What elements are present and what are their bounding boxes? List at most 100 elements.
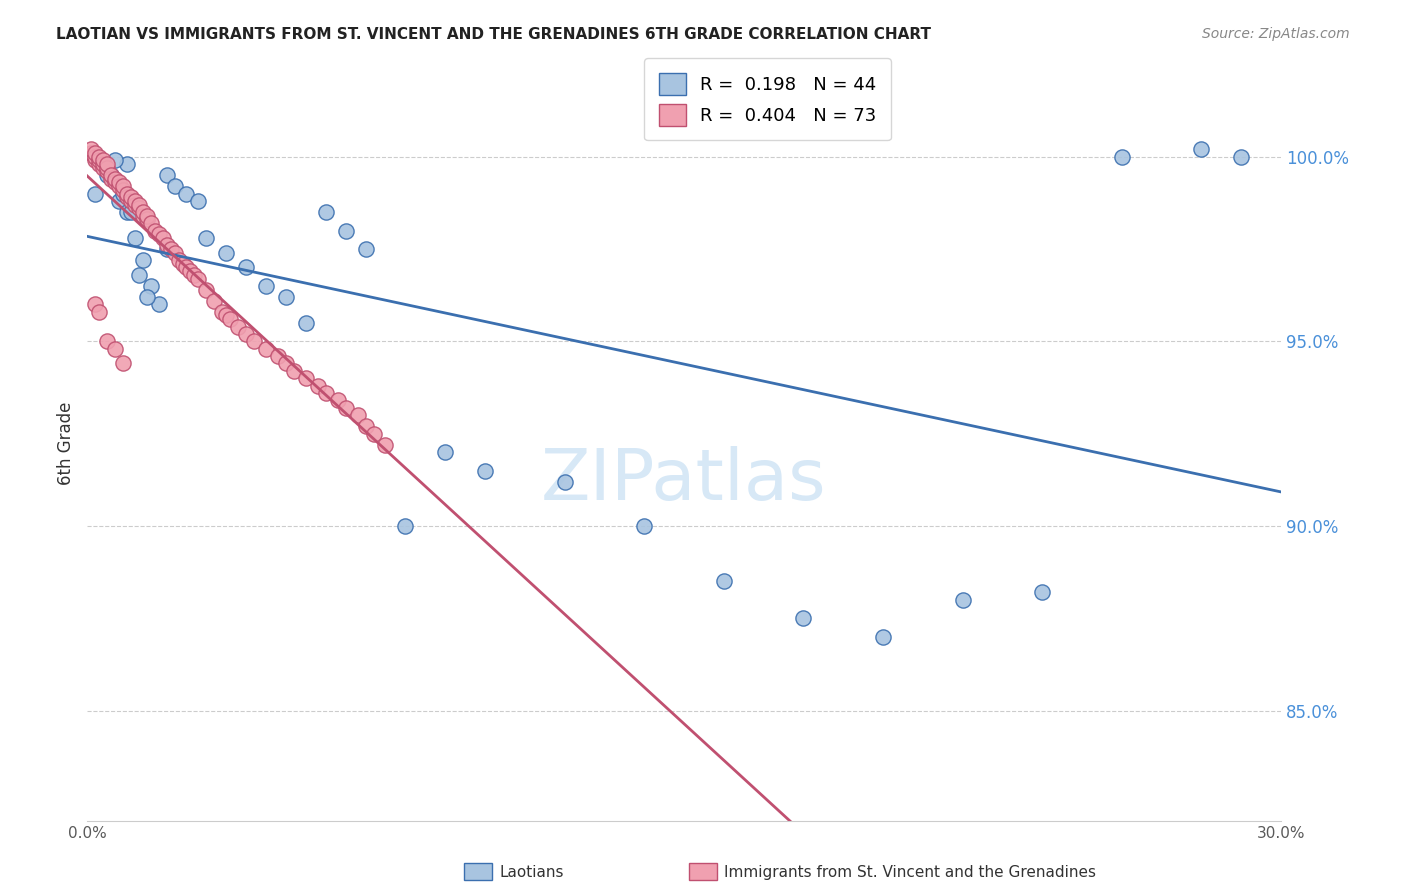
Point xyxy=(155,238,177,252)
Point xyxy=(159,242,181,256)
Legend: R =  0.198   N = 44, R =  0.404   N = 73: R = 0.198 N = 44, R = 0.404 N = 73 xyxy=(644,58,891,140)
Point xyxy=(1111,150,1133,164)
Point xyxy=(243,334,266,349)
Point xyxy=(131,209,153,223)
Point xyxy=(139,279,162,293)
Point xyxy=(172,257,194,271)
Point xyxy=(135,212,157,227)
Point xyxy=(315,205,337,219)
Point xyxy=(124,231,146,245)
Point xyxy=(226,319,249,334)
Point xyxy=(155,168,177,182)
Text: ZIPatlas: ZIPatlas xyxy=(541,446,827,516)
Text: Immigrants from St. Vincent and the Grenadines: Immigrants from St. Vincent and the Gren… xyxy=(724,865,1097,880)
Point xyxy=(152,231,174,245)
Point xyxy=(124,194,146,208)
Point xyxy=(91,161,114,175)
Point xyxy=(211,305,233,319)
Point xyxy=(111,356,134,370)
Point xyxy=(84,153,107,168)
Point xyxy=(267,349,290,363)
Point xyxy=(148,297,170,311)
Point xyxy=(128,202,150,216)
Point xyxy=(128,197,150,211)
Point xyxy=(135,290,157,304)
Point xyxy=(91,153,114,168)
Point xyxy=(120,190,142,204)
Y-axis label: 6th Grade: 6th Grade xyxy=(58,401,75,484)
Point xyxy=(128,268,150,282)
Point xyxy=(235,260,257,275)
Point xyxy=(84,186,107,201)
Point xyxy=(195,231,218,245)
Point xyxy=(215,245,238,260)
Point xyxy=(124,197,146,211)
Point xyxy=(307,378,329,392)
Point xyxy=(91,157,114,171)
Point xyxy=(120,194,142,208)
Point xyxy=(474,464,496,478)
Point xyxy=(120,205,142,219)
Point xyxy=(87,157,110,171)
Point xyxy=(143,223,166,237)
Point xyxy=(394,519,416,533)
Point xyxy=(219,312,242,326)
Point xyxy=(1031,585,1053,599)
Point xyxy=(335,401,357,415)
Point xyxy=(176,186,198,201)
Point xyxy=(84,150,107,164)
Point xyxy=(100,168,122,182)
Point xyxy=(111,186,134,201)
Text: Source: ZipAtlas.com: Source: ZipAtlas.com xyxy=(1202,27,1350,41)
Point xyxy=(155,242,177,256)
Point xyxy=(633,519,655,533)
Point xyxy=(315,386,337,401)
Point xyxy=(87,153,110,168)
Point xyxy=(335,223,357,237)
Point xyxy=(554,475,576,489)
Point xyxy=(111,183,134,197)
Point xyxy=(96,168,118,182)
Point xyxy=(179,264,201,278)
Point xyxy=(354,419,377,434)
Point xyxy=(274,356,297,370)
Point xyxy=(792,611,814,625)
Point xyxy=(346,408,368,422)
Point xyxy=(104,153,127,168)
Point xyxy=(363,426,385,441)
Point xyxy=(176,260,198,275)
Point xyxy=(274,290,297,304)
Point xyxy=(139,216,162,230)
Point xyxy=(104,176,127,190)
Point xyxy=(187,271,209,285)
Point xyxy=(96,161,118,175)
Point xyxy=(96,164,118,178)
Point xyxy=(96,334,118,349)
Point xyxy=(254,279,277,293)
Point xyxy=(283,364,305,378)
Point xyxy=(108,194,131,208)
Point xyxy=(167,253,190,268)
Point xyxy=(952,592,974,607)
Point xyxy=(108,179,131,194)
Point xyxy=(202,293,225,308)
Point xyxy=(100,171,122,186)
Text: LAOTIAN VS IMMIGRANTS FROM ST. VINCENT AND THE GRENADINES 6TH GRADE CORRELATION : LAOTIAN VS IMMIGRANTS FROM ST. VINCENT A… xyxy=(56,27,931,42)
Point xyxy=(254,342,277,356)
Point xyxy=(163,179,186,194)
Point xyxy=(96,157,118,171)
Point xyxy=(215,309,238,323)
Point xyxy=(872,630,894,644)
Point xyxy=(135,212,157,227)
Point xyxy=(84,297,107,311)
Point xyxy=(111,179,134,194)
Point xyxy=(104,342,127,356)
Point xyxy=(235,326,257,341)
Point xyxy=(326,393,349,408)
Point xyxy=(131,253,153,268)
Point xyxy=(115,190,138,204)
Point xyxy=(80,142,103,156)
Point xyxy=(295,316,318,330)
Point xyxy=(374,438,396,452)
Point xyxy=(100,168,122,182)
